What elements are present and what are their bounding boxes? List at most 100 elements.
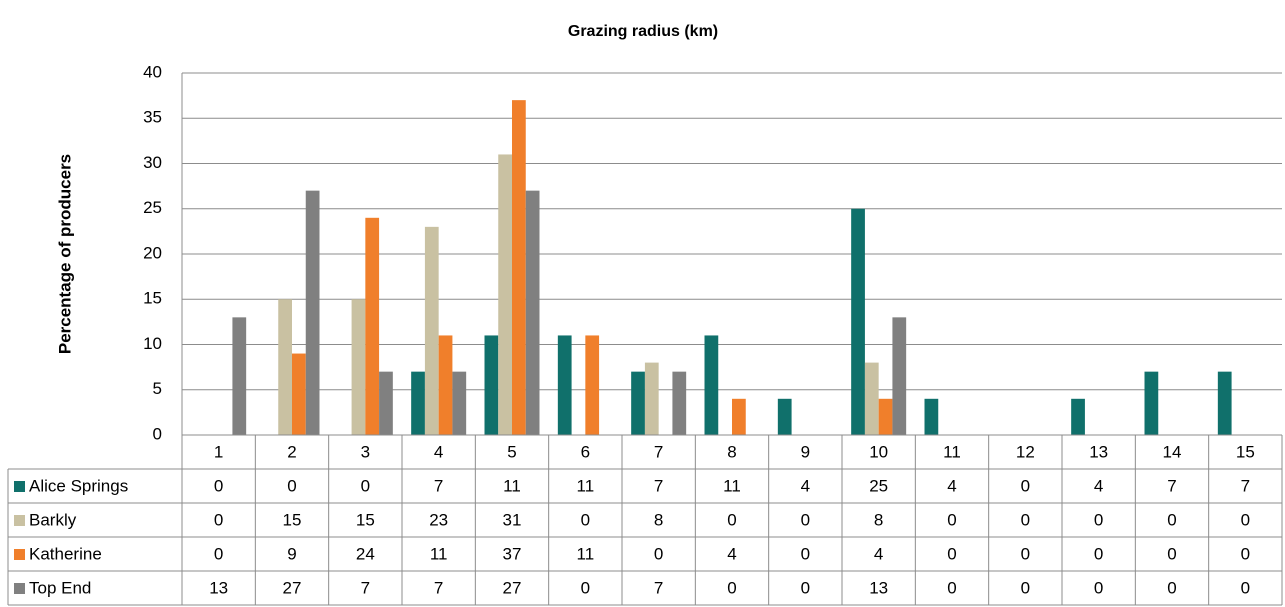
table-cell: 8 xyxy=(874,510,883,529)
x-tick-label: 9 xyxy=(801,442,810,461)
table-cell: 0 xyxy=(801,578,810,597)
table-cell: 11 xyxy=(723,476,741,495)
legend-swatch xyxy=(14,583,25,594)
y-tick-label: 35 xyxy=(143,108,162,127)
table-cell: 15 xyxy=(356,510,375,529)
x-tick-label: 5 xyxy=(507,442,516,461)
y-tick-label: 30 xyxy=(143,153,162,172)
table-cell: 0 xyxy=(1241,578,1250,597)
table-cell: 0 xyxy=(581,578,590,597)
bar xyxy=(1217,371,1232,435)
table-cell: 0 xyxy=(1021,544,1030,563)
table-cell: 23 xyxy=(429,510,448,529)
table-cell: 11 xyxy=(577,544,595,563)
bar xyxy=(379,371,393,435)
table-cell: 0 xyxy=(1094,510,1103,529)
bar xyxy=(1144,371,1159,435)
bar xyxy=(864,362,879,435)
legend-swatch xyxy=(14,549,25,560)
table-cell: 31 xyxy=(503,510,522,529)
bar xyxy=(484,335,499,435)
table-cell: 0 xyxy=(1241,544,1250,563)
bar xyxy=(777,398,792,435)
bar xyxy=(585,335,600,435)
bar xyxy=(232,317,247,435)
table-cell: 13 xyxy=(209,578,228,597)
table-cell: 0 xyxy=(287,476,296,495)
table-cell: 0 xyxy=(727,578,736,597)
table-cell: 11 xyxy=(503,476,521,495)
table-cell: 0 xyxy=(654,544,663,563)
bar xyxy=(525,190,540,435)
table-cell: 13 xyxy=(869,578,888,597)
table-cell: 7 xyxy=(361,578,370,597)
table-cell: 0 xyxy=(581,510,590,529)
table-cell: 0 xyxy=(1021,510,1030,529)
x-tick-label: 10 xyxy=(869,442,888,461)
bar xyxy=(411,371,425,435)
bar xyxy=(438,335,453,435)
table-cell: 0 xyxy=(947,510,956,529)
table-cell: 4 xyxy=(874,544,883,563)
table-cell: 0 xyxy=(947,578,956,597)
table-cell: 0 xyxy=(1167,544,1176,563)
bar xyxy=(878,398,893,435)
table-cell: 0 xyxy=(1241,510,1250,529)
bar xyxy=(644,362,659,435)
bar xyxy=(631,371,645,435)
y-tick-label: 20 xyxy=(143,243,162,262)
legend-swatch xyxy=(14,481,25,492)
x-tick-label: 2 xyxy=(287,442,296,461)
y-tick-label: 25 xyxy=(143,198,162,217)
bar xyxy=(278,299,292,435)
bar xyxy=(512,100,526,436)
legend-label: Alice Springs xyxy=(29,476,128,495)
table-cell: 0 xyxy=(727,510,736,529)
chart-title: Grazing radius (km) xyxy=(568,23,718,40)
table-cell: 7 xyxy=(1241,476,1250,495)
table-cell: 37 xyxy=(503,544,522,563)
table-cell: 0 xyxy=(1021,476,1030,495)
table-cell: 0 xyxy=(801,544,810,563)
bar xyxy=(498,154,512,435)
table-cell: 0 xyxy=(214,544,223,563)
bar xyxy=(851,208,865,435)
bar xyxy=(305,190,320,435)
table-cell: 7 xyxy=(654,476,663,495)
legend-label: Katherine xyxy=(29,544,102,563)
table-cell: 0 xyxy=(801,510,810,529)
y-tick-label: 5 xyxy=(153,379,162,398)
y-tick-label: 0 xyxy=(153,424,162,443)
table-cell: 11 xyxy=(577,476,595,495)
table-cell: 7 xyxy=(1167,476,1176,495)
table-cell: 11 xyxy=(430,544,448,563)
legend-label: Top End xyxy=(29,578,91,597)
x-tick-label: 11 xyxy=(943,442,961,461)
table-cell: 4 xyxy=(801,476,810,495)
table-cell: 24 xyxy=(356,544,375,563)
x-tick-label: 13 xyxy=(1089,442,1108,461)
bar xyxy=(672,371,687,435)
table-cell: 0 xyxy=(947,544,956,563)
bar xyxy=(557,335,572,435)
table-cell: 15 xyxy=(283,510,302,529)
x-tick-label: 14 xyxy=(1163,442,1182,461)
bar xyxy=(424,226,439,435)
x-tick-label: 6 xyxy=(581,442,590,461)
bar xyxy=(732,398,746,435)
x-tick-label: 12 xyxy=(1016,442,1035,461)
table-cell: 0 xyxy=(1094,578,1103,597)
bar xyxy=(452,371,467,435)
table-cell: 0 xyxy=(1167,578,1176,597)
bar xyxy=(704,335,719,435)
table-cell: 7 xyxy=(434,578,443,597)
bar xyxy=(351,299,366,435)
table-cell: 0 xyxy=(361,476,370,495)
table-cell: 0 xyxy=(214,476,223,495)
table-cell: 25 xyxy=(869,476,888,495)
table-cell: 0 xyxy=(1167,510,1176,529)
bar xyxy=(924,398,939,435)
table-cell: 8 xyxy=(654,510,663,529)
y-axis-label: Percentage of producers xyxy=(55,154,74,354)
